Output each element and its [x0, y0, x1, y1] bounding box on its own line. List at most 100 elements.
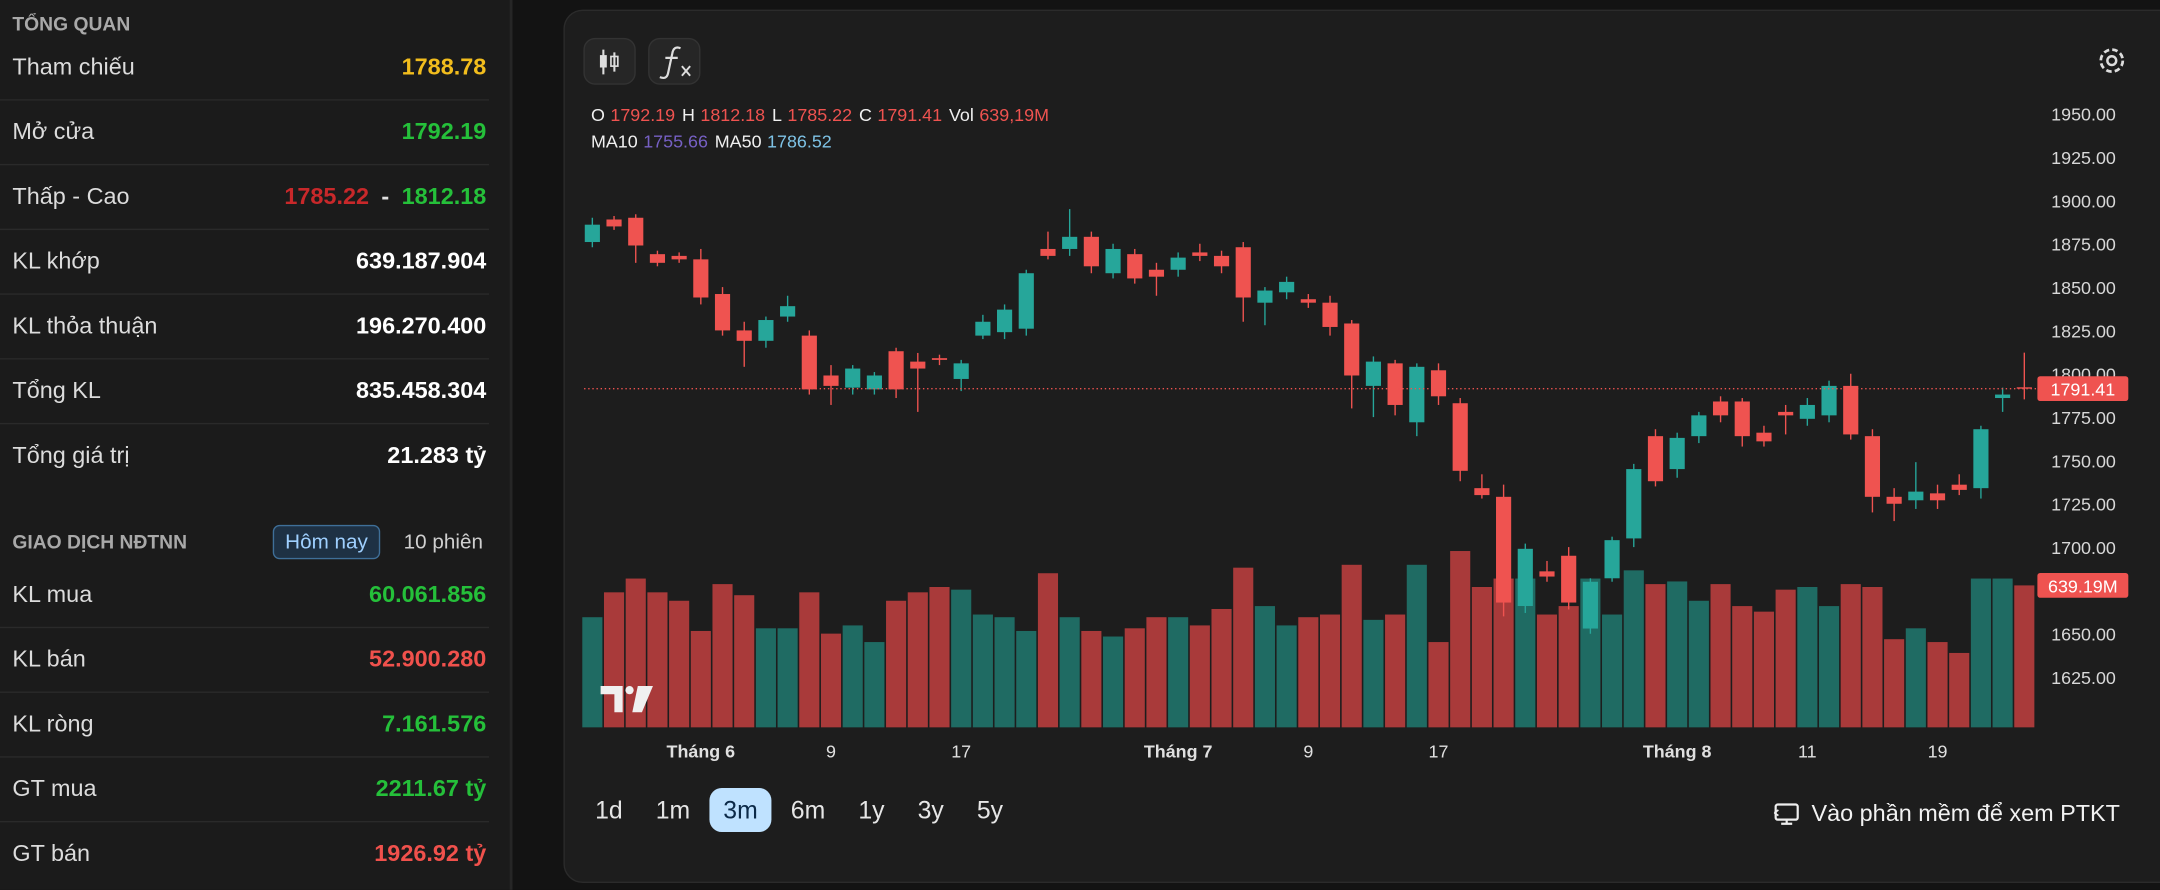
volume-bar — [1992, 578, 2013, 728]
price-badge — [2037, 376, 2129, 402]
volume-bar — [929, 586, 950, 728]
candle-body — [2016, 387, 2032, 389]
row-label: Mở cửa — [12, 118, 95, 145]
y-tick-label: 1750.00 — [2051, 451, 2116, 471]
row-value: 21.283 tỷ — [387, 442, 487, 469]
volume-bar — [582, 617, 603, 728]
volume-bar — [1688, 600, 1709, 728]
ohlc-legend: O 1792.19 H 1812.18 L 1785.22 C 1791.41 Vol 639,1… — [591, 105, 1049, 125]
candle-body — [1864, 436, 1881, 497]
row-values: 21.283 tỷ — [387, 442, 486, 470]
row-values: 639.187.904 — [356, 248, 486, 276]
volume-bar — [1319, 614, 1341, 728]
x-tick-label: 19 — [1928, 742, 1948, 762]
row-label: GT mua — [12, 775, 97, 802]
candle-body — [1951, 484, 1967, 490]
volume-bar — [1081, 630, 1102, 728]
tv-logo — [600, 686, 653, 713]
volume-bar — [1927, 642, 1948, 728]
candle-body — [1604, 540, 1620, 579]
candle-body — [823, 375, 839, 386]
x-tick-label: 17 — [951, 742, 971, 762]
info-row: GT bán 1926.92 tỷ — [0, 822, 489, 887]
period-button[interactable]: 1y — [858, 796, 885, 824]
volume-bar — [1515, 578, 1536, 728]
volume-bar — [886, 600, 907, 728]
candle-body — [1669, 437, 1685, 470]
row-value: 2211.67 tỷ — [375, 775, 487, 802]
volume-bar — [1602, 614, 1623, 728]
section-title: TỔNG QUAN — [12, 12, 131, 35]
candle-body — [1257, 290, 1273, 303]
candle-body — [1344, 323, 1360, 376]
open-software-link[interactable]: Vào phần mềm để xem PTKT — [1773, 800, 2120, 828]
candle-body — [1626, 469, 1642, 539]
indicator-button[interactable] — [648, 37, 701, 85]
candle-body — [736, 330, 752, 341]
x-tick-label: 9 — [1303, 742, 1313, 762]
row-values: 60.061.856 — [369, 581, 486, 609]
row-values: 52.900.280 — [369, 646, 486, 674]
settings-button[interactable] — [2099, 48, 2125, 74]
volume-bar — [755, 628, 776, 728]
period-button[interactable]: 6m — [790, 796, 826, 824]
period-selector: 1d 1m 3m 6m 1y 3y 5y — [581, 787, 1016, 833]
volume-bar — [1884, 639, 1905, 728]
candle-body — [975, 321, 991, 336]
candle-body — [931, 358, 948, 360]
candle-body — [845, 368, 861, 388]
volume-bar — [1970, 578, 1991, 728]
candle-body — [1496, 496, 1512, 603]
candle-body — [1083, 236, 1099, 267]
volume-bar — [1233, 567, 1254, 728]
y-tick-label: 1700.00 — [2051, 538, 2116, 558]
volume-bar — [1536, 614, 1558, 728]
volume-bar — [1818, 606, 1840, 728]
volume-bar — [1037, 573, 1059, 728]
tab[interactable]: 10 phiên — [403, 530, 483, 554]
period-button[interactable]: 1m — [655, 796, 691, 824]
volume-bar — [647, 592, 668, 728]
period-button[interactable]: 3m — [709, 787, 772, 833]
row-value: 7.161.576 — [382, 710, 487, 737]
volume-bar — [1341, 564, 1362, 728]
y-tick-label: 1650.00 — [2051, 625, 2116, 645]
candle-body — [584, 224, 600, 243]
candle-body — [649, 254, 666, 263]
row-label: Tổng KL — [12, 377, 101, 404]
volume-bar — [712, 584, 733, 728]
volume-bar — [1124, 628, 1145, 728]
y-tick-label: 1625.00 — [2051, 668, 2116, 688]
volume-layer — [582, 551, 2035, 728]
chart-type-button[interactable] — [583, 37, 636, 85]
sidebar: TỔNG QUAN GIAO DỊCH NĐTNN Hôm nay 10 phiê… — [0, 0, 513, 890]
volume-bar — [842, 625, 863, 728]
volume-bar — [1862, 586, 1883, 728]
legend-value: 639,19M — [979, 105, 1049, 125]
row-values: 1788.78 — [402, 54, 487, 82]
period-button[interactable]: 1d — [595, 796, 623, 824]
y-tick-label: 1825.00 — [2051, 321, 2116, 341]
y-tick-label: 1950.00 — [2051, 105, 2116, 125]
ma-legend: MA10 1755.66 MA50 1786.52 — [591, 131, 832, 151]
legend-key: MA50 — [715, 131, 762, 151]
x-tick-label: Tháng 7 — [1144, 742, 1213, 762]
volume-bar — [1450, 551, 1471, 728]
row-values: 196.270.400 — [356, 313, 486, 341]
volume-badge-text: 639.19M — [2048, 576, 2118, 596]
candle-body — [1452, 403, 1468, 471]
volume-bar — [1276, 625, 1297, 728]
x-tick-label: Tháng 8 — [1643, 742, 1712, 762]
row-value: 1926.92 tỷ — [374, 840, 487, 867]
info-row: GT mua 2211.67 tỷ — [0, 758, 490, 823]
volume-bar — [1840, 584, 1861, 728]
period-button[interactable]: 5y — [976, 796, 1004, 824]
legend-value: 1786.52 — [767, 131, 832, 151]
candle-body — [1040, 248, 1056, 256]
candle-body — [1279, 281, 1295, 293]
candle-body — [1799, 404, 1815, 419]
volume-bar — [777, 628, 798, 728]
period-button[interactable]: 3y — [917, 796, 944, 824]
tab[interactable]: Hôm nay — [272, 524, 381, 560]
candle-body — [1539, 571, 1555, 577]
